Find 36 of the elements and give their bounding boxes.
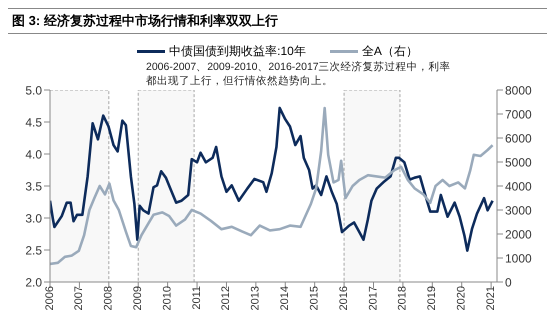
x-tick-label: 2014: [279, 286, 292, 310]
text: 2006-2007、2009-2010、2016-2017三次经济复苏过程中，利率都出现了上行，但行情依然趋势向上。: [146, 60, 452, 88]
y-tick-label: 3.5: [25, 179, 42, 194]
x-tick-label: 2011: [190, 286, 203, 310]
x-tick-label: 2009: [132, 286, 144, 310]
x-tick-label: 2006: [44, 286, 56, 310]
x-tick-label: 2019: [426, 286, 438, 310]
y2-tick-label: 1000: [505, 251, 532, 266]
x-tick-label: 2018: [396, 286, 409, 310]
y2-tick-label: 6000: [505, 131, 532, 146]
chart-title: 图 3: 经济复苏过程中市场行情和利率双双上行: [8, 8, 547, 34]
x-tick-label: 2016: [338, 286, 350, 310]
legend-label: 全A（右）: [362, 42, 418, 60]
y2-tick-label: 0: [505, 275, 512, 290]
y2-tick-label: 4000: [505, 179, 532, 194]
x-tick-label: 2012: [220, 286, 232, 310]
x-tick-label: 2017: [367, 286, 380, 310]
y2-tick-label: 7000: [505, 107, 532, 122]
y-tick-label: 5.0: [25, 83, 42, 98]
y-tick-label: 2.0: [25, 275, 42, 290]
y-tick-label: 4.5: [25, 115, 42, 130]
y-tick-label: 3.0: [25, 211, 42, 226]
x-tick-label: 2007: [73, 286, 86, 310]
y-tick-label: 2.5: [25, 243, 42, 258]
x-tick-label: 2015: [308, 286, 320, 310]
y2-tick-label: 5000: [505, 155, 532, 170]
x-tick-label: 2020: [456, 286, 468, 310]
legend-label: 中债国债到期收益率:10年: [169, 42, 306, 60]
y2-tick-label: 3000: [505, 203, 532, 218]
x-tick-label: 2013: [250, 286, 262, 310]
x-tick-label: 2008: [102, 286, 115, 310]
y-tick-label: 4.0: [25, 147, 42, 162]
x-tick-label: 2021: [484, 286, 497, 310]
y2-tick-label: 8000: [505, 83, 532, 98]
y2-tick-label: 2000: [505, 227, 532, 242]
x-tick-label: 2010: [161, 286, 174, 310]
